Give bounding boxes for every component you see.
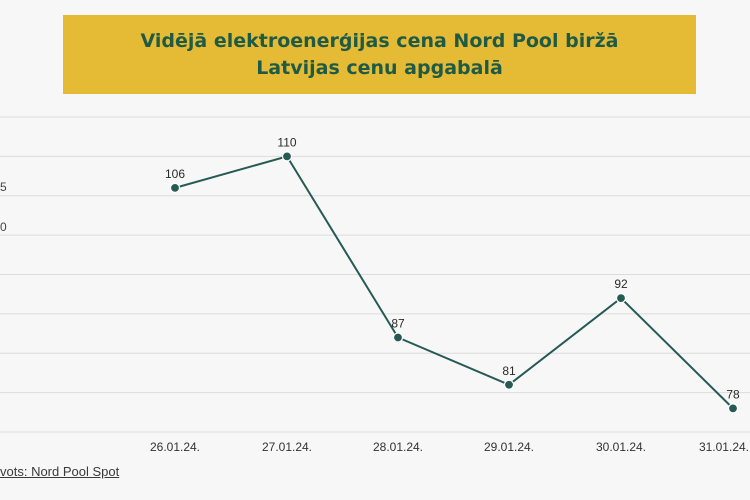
x-tick-label: 28.01.24. xyxy=(373,440,423,454)
chart-title-line-2: Latvijas cenu apgabalā xyxy=(256,56,503,79)
chart-title-box: Vidējā elektroenerģijas cena Nord Pool b… xyxy=(63,15,696,94)
data-points xyxy=(169,151,739,414)
y-axis-partial-labels: 50 xyxy=(0,180,7,234)
data-label: 110 xyxy=(277,135,296,149)
data-point xyxy=(392,332,404,343)
y-axis-partial-label: 5 xyxy=(0,180,7,194)
data-point xyxy=(503,379,515,390)
x-tick-label: 30.01.24. xyxy=(596,440,646,454)
x-tick-label: 27.01.24. xyxy=(262,440,312,454)
data-label: 106 xyxy=(165,167,185,181)
data-label: 78 xyxy=(726,387,740,401)
data-point xyxy=(169,182,181,193)
data-point xyxy=(281,151,293,162)
x-tick-label: 31.01.24. xyxy=(699,440,749,454)
x-tick-label: 29.01.24. xyxy=(484,440,534,454)
series-line xyxy=(174,155,734,410)
data-point xyxy=(615,293,627,304)
data-labels: 106 110 87 81 92 78 xyxy=(165,135,740,401)
source-note: vots: Nord Pool Spot xyxy=(0,464,120,479)
x-tick-label: 26.01.24. xyxy=(150,440,200,454)
data-point xyxy=(727,403,739,414)
data-label: 81 xyxy=(502,364,516,378)
gridlines xyxy=(0,116,750,433)
data-label: 87 xyxy=(391,317,405,331)
y-axis-partial-label: 0 xyxy=(0,220,7,234)
chart-title-line-1: Vidējā elektroenerģijas cena Nord Pool b… xyxy=(140,29,619,52)
x-tick-labels: 26.01.24. 27.01.24. 28.01.24. 29.01.24. 30.0… xyxy=(150,440,749,454)
data-label: 92 xyxy=(614,277,628,291)
series-line-layer xyxy=(174,155,734,410)
